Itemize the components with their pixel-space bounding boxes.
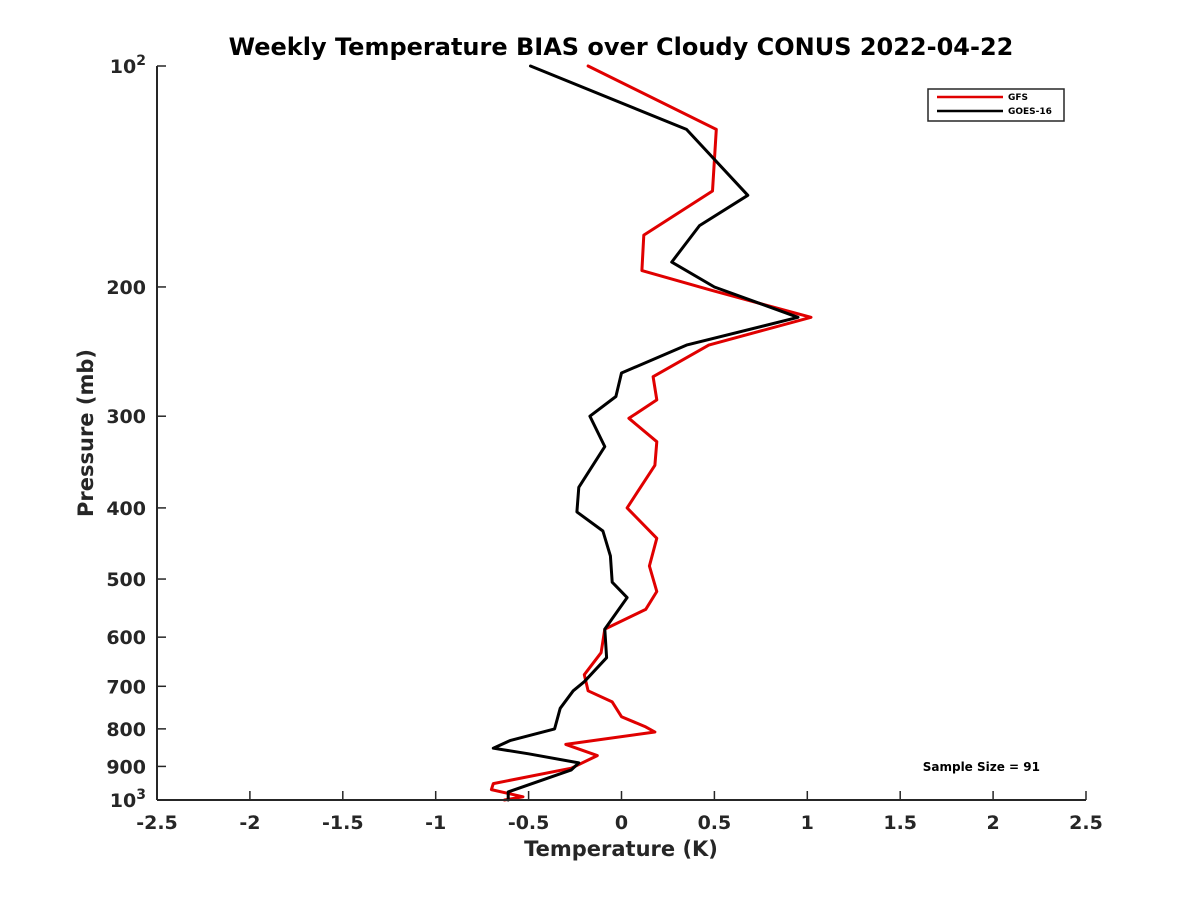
legend-label-gfs: GFS xyxy=(1008,93,1028,103)
x-tick-label: 0 xyxy=(615,812,628,834)
x-tick-label: 2 xyxy=(986,812,999,834)
x-tick-label: -2 xyxy=(239,812,260,834)
legend-label-goes16: GOES-16 xyxy=(1008,107,1052,117)
series-line-goes-16 xyxy=(491,64,800,802)
y-tick-label: 900 xyxy=(106,756,146,778)
x-tick-label: 2.5 xyxy=(1069,812,1103,834)
y-tick-label: 103 xyxy=(110,787,146,812)
series-line-gfs xyxy=(489,64,813,802)
x-axis-ticks: -2.5 -2 -1.5 -1 -0.5 0 0.5 1 1.5 2 2.5 xyxy=(136,791,1103,834)
y-axis-label: Pressure (mb) xyxy=(74,349,98,517)
chart-title: Weekly Temperature BIAS over Cloudy CONU… xyxy=(229,33,1014,61)
y-tick-label: 400 xyxy=(106,498,146,520)
y-tick-label: 200 xyxy=(106,277,146,299)
x-tick-label: -0.5 xyxy=(508,812,550,834)
x-tick-label: -1 xyxy=(425,812,446,834)
legend-box xyxy=(927,88,1065,122)
plot-series xyxy=(489,64,813,802)
y-tick-label: 800 xyxy=(106,719,146,741)
x-tick-label: -1.5 xyxy=(322,812,364,834)
y-tick-label: 102 xyxy=(110,53,146,78)
y-tick-label: 300 xyxy=(106,406,146,428)
x-tick-label: -2.5 xyxy=(136,812,178,834)
x-tick-label: 0.5 xyxy=(698,812,732,834)
y-tick-label: 600 xyxy=(106,627,146,649)
x-axis-label: Temperature (K) xyxy=(524,837,718,861)
y-axis-ticks: 102 200 300 400 500 600 700 800 900 103 xyxy=(106,53,166,812)
x-tick-label: 1 xyxy=(801,812,814,834)
legend: GFS GOES-16 xyxy=(927,88,1065,122)
x-tick-label: 1.5 xyxy=(883,812,917,834)
sample-size-annotation: Sample Size = 91 xyxy=(923,760,1040,774)
y-tick-label: 500 xyxy=(106,569,146,591)
y-tick-label: 700 xyxy=(106,676,146,698)
